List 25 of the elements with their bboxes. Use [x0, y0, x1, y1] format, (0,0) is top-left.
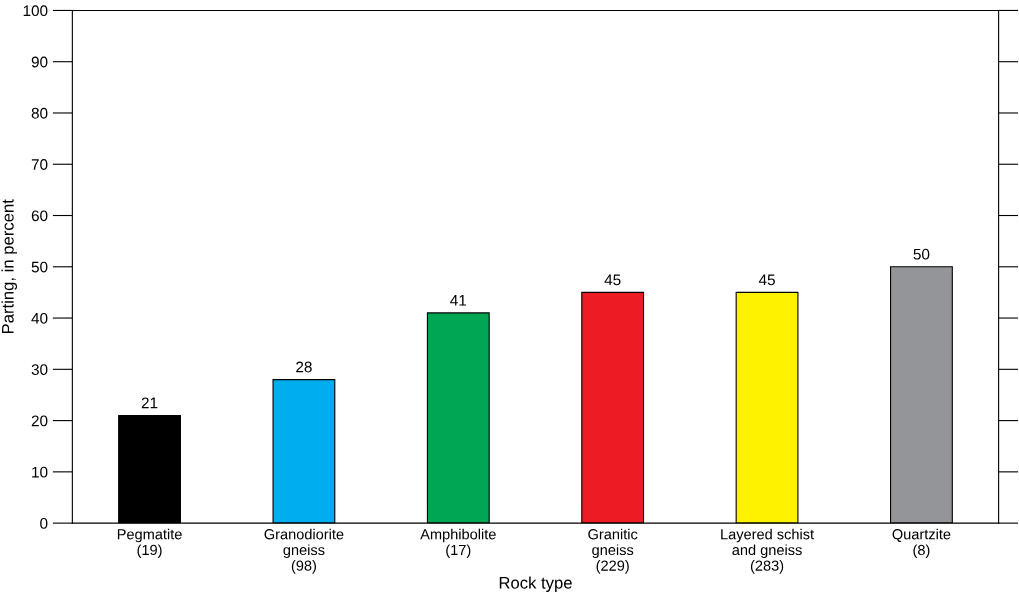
x-tick-label: Amphibolite (17) [420, 528, 496, 558]
y-tick-label: 30 [31, 364, 48, 376]
data-label: 41 [450, 295, 467, 306]
y-tick-label: 100 [23, 5, 48, 17]
y-tick-label: 40 [31, 312, 48, 324]
data-label: 45 [758, 274, 775, 286]
y-tick-label: 20 [31, 415, 48, 427]
x-tick-label: Layered schist and gneiss (283) [721, 528, 814, 574]
y-tick-label: 50 [31, 261, 48, 273]
y-tick-label: 60 [31, 210, 48, 222]
y-tick-label: 90 [31, 56, 48, 68]
y-tick-label: 70 [31, 159, 48, 170]
x-tick-label: Granitic gneiss (229) [588, 528, 638, 574]
data-label: 21 [141, 397, 158, 409]
data-label: 50 [913, 248, 930, 260]
y-axis-title: Parting, in percent [1, 199, 17, 334]
x-tick-label: Pegmatite (19) [117, 528, 182, 558]
x-axis-title: Rock type [499, 576, 572, 593]
data-label: 28 [296, 361, 312, 373]
x-tick-label: Granodiorite gneiss (98) [264, 528, 344, 574]
y-tick-label: 80 [31, 107, 48, 119]
y-tick-label: 10 [32, 466, 48, 478]
y-tick-label: 0 [40, 518, 48, 529]
data-label: 45 [604, 274, 621, 286]
x-tick-label: Quartzite (8) [892, 528, 951, 558]
